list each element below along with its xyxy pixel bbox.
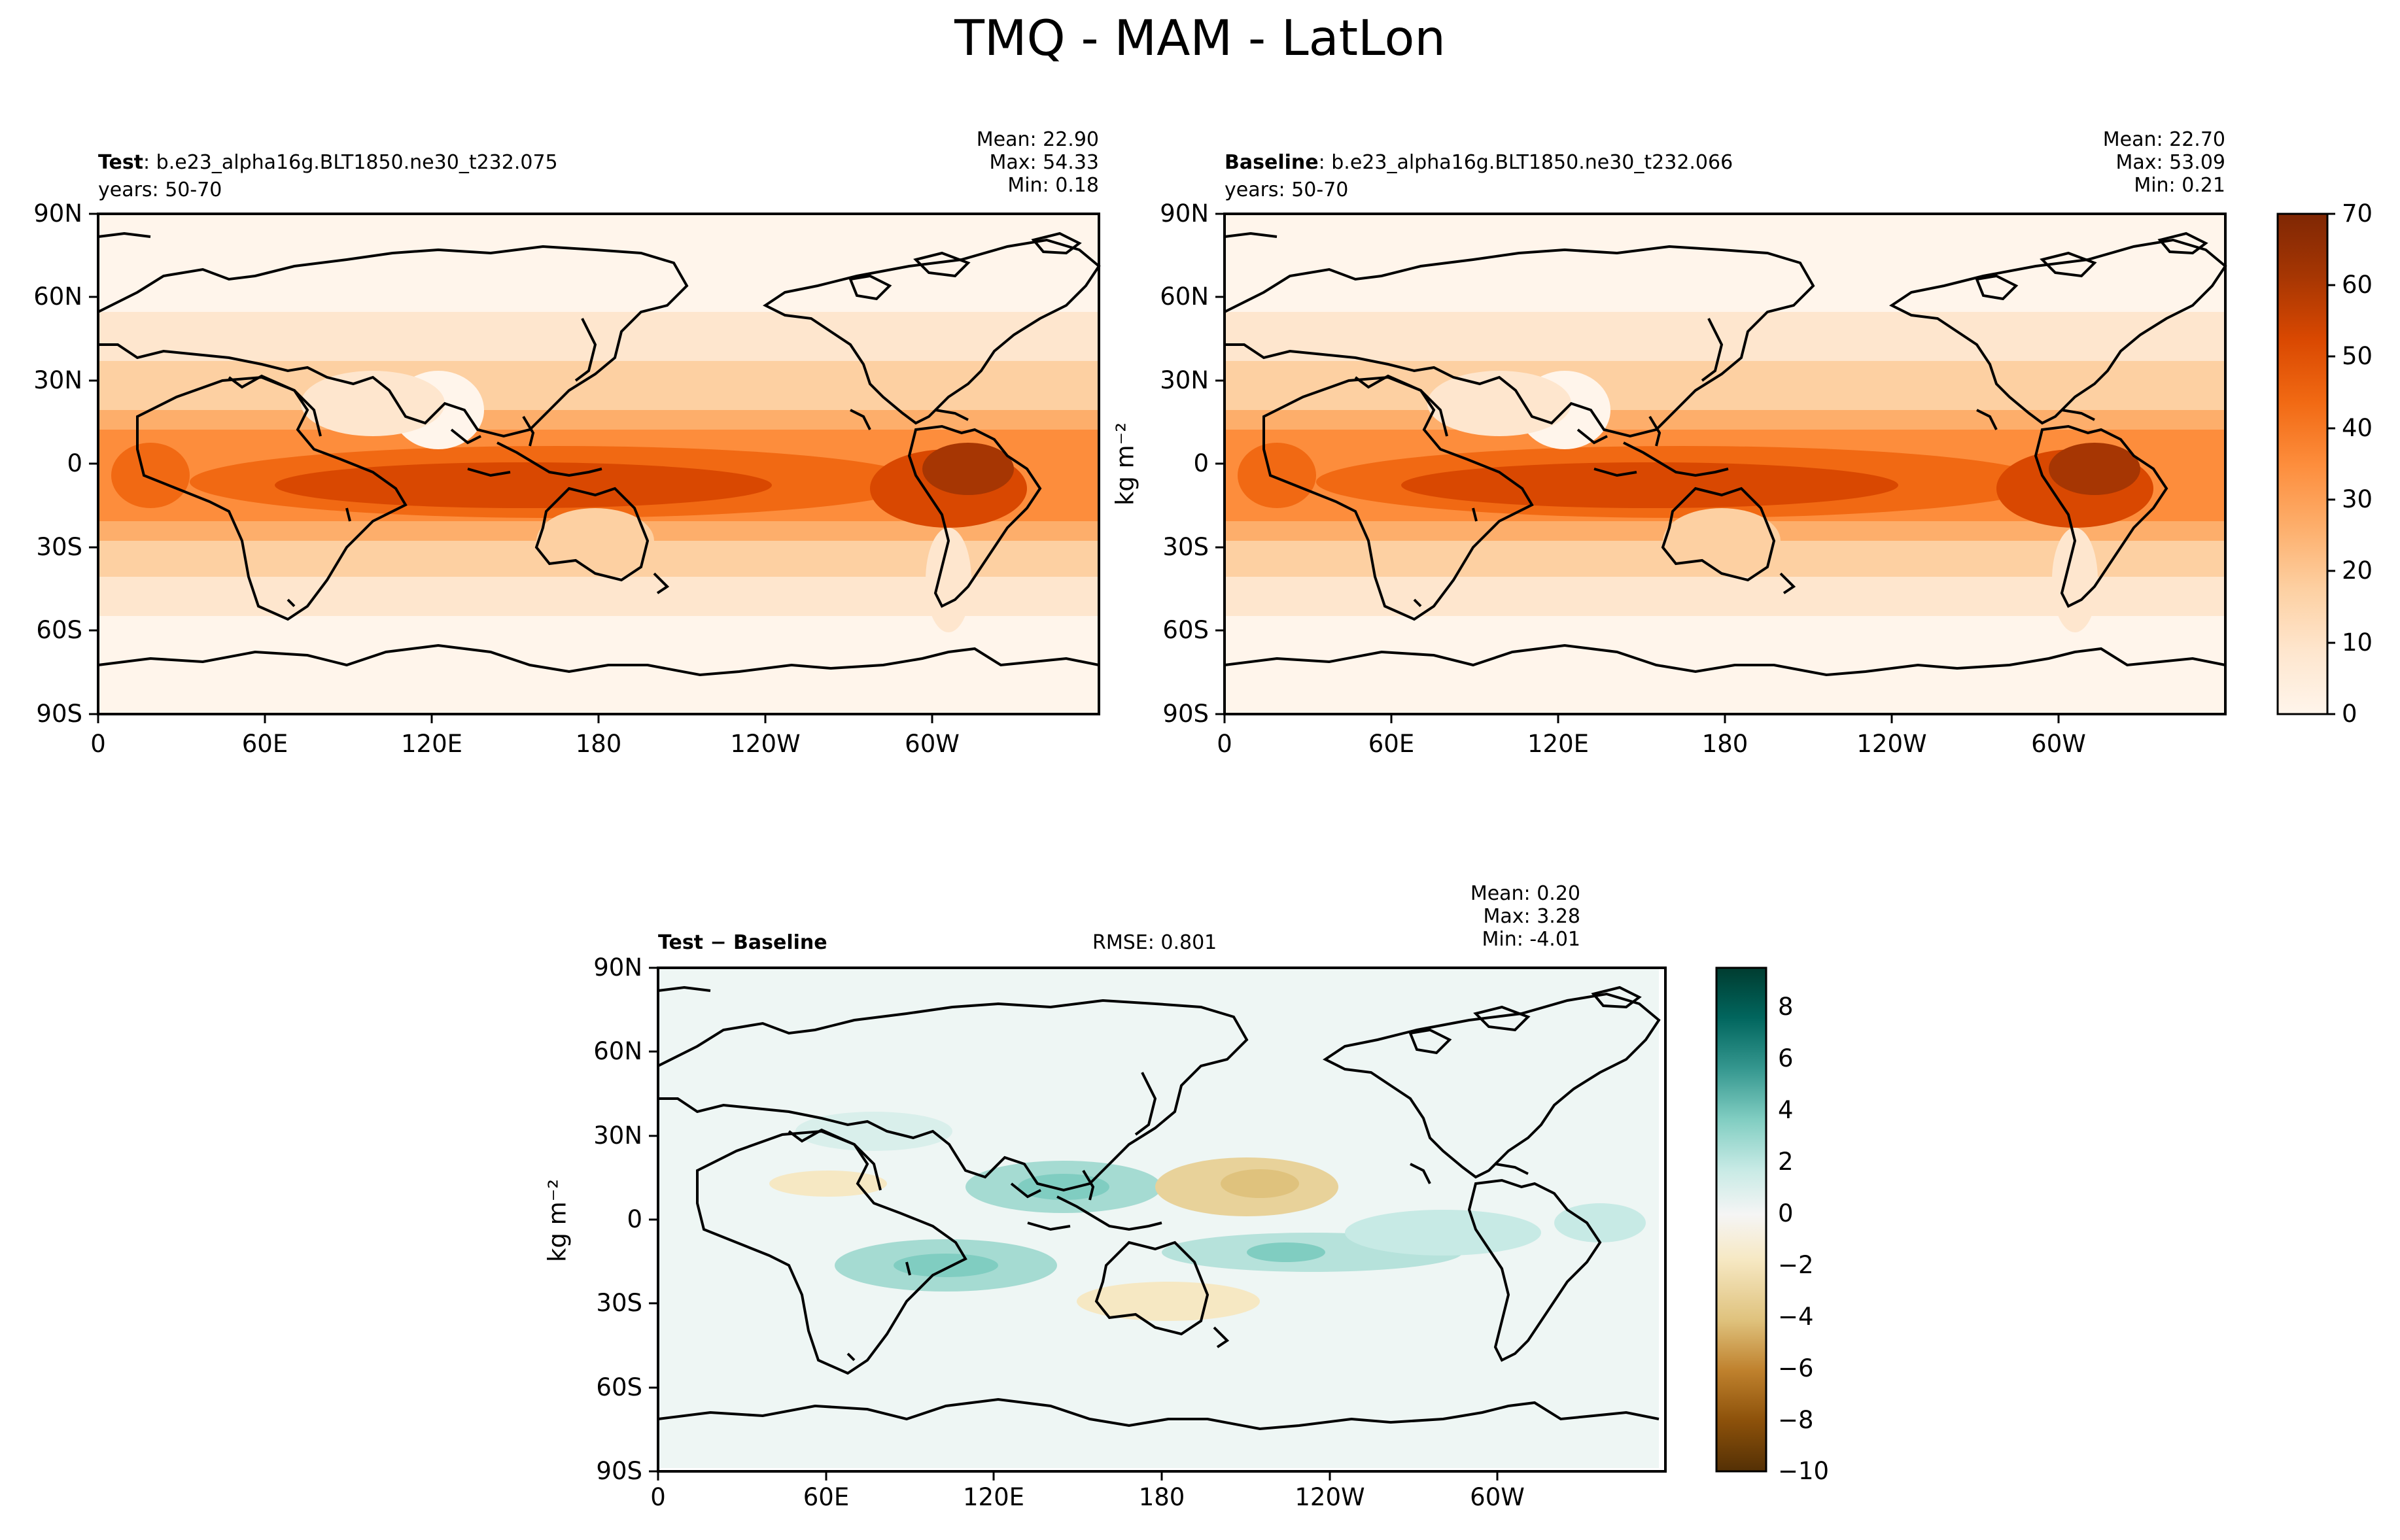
test-map — [97, 213, 1100, 715]
main-cbar-tick: 60 — [2342, 271, 2373, 299]
baseline-years: years: 50-70 — [1225, 179, 1349, 201]
baseline-lat-tick: 30N — [1160, 366, 1209, 394]
baseline-lon-tick: 120W — [1856, 730, 1927, 758]
test-stats: Mean: 22.90 Max: 54.33 Min: 0.18 — [837, 128, 1099, 197]
test-lon-tick: 60E — [241, 730, 288, 758]
diff-mean: Mean: 0.20 — [1470, 882, 1580, 905]
baseline-lat-tick: 0 — [1193, 449, 1209, 477]
diff-lon-tick: 0 — [650, 1483, 666, 1511]
test-max: Max: 54.33 — [989, 151, 1099, 174]
figure-title: TMQ - MAM - LatLon — [954, 9, 1446, 67]
diff-colorbar — [1715, 967, 1767, 1473]
baseline-lat-tick: 60S — [1162, 616, 1209, 644]
test-lat-tick: 60S — [36, 616, 82, 644]
main-cbar-tick: 70 — [2342, 199, 2373, 228]
baseline-min: Min: 0.21 — [2134, 174, 2225, 197]
diff-cbar-tick: −10 — [1778, 1457, 1830, 1485]
baseline-map — [1223, 213, 2227, 715]
baseline-stats: Mean: 22.70 Max: 53.09 Min: 0.21 — [1964, 128, 2225, 197]
baseline-max: Max: 53.09 — [2115, 151, 2225, 174]
diff-cbar-tick: 0 — [1778, 1199, 1794, 1227]
test-lon-tick: 60W — [905, 730, 960, 758]
diff-lon-tick: 120E — [963, 1483, 1024, 1511]
main-units-label: kg m⁻² — [1111, 422, 1139, 506]
axis-tick-marks — [89, 213, 2335, 1480]
diff-lat-tick: 60N — [593, 1037, 642, 1065]
baseline-lon-tick: 60E — [1368, 730, 1415, 758]
test-lat-tick: 90N — [33, 199, 82, 228]
test-lon-tick: 180 — [575, 730, 622, 758]
baseline-lat-tick: 30S — [1162, 533, 1209, 561]
baseline-lat-tick: 90S — [1162, 700, 1209, 728]
diff-label: Test − Baseline — [658, 931, 827, 954]
diff-lat-tick: 30S — [596, 1289, 642, 1317]
baseline-header: Baseline: b.e23_alpha16g.BLT1850.ne30_t2… — [1225, 151, 1733, 174]
diff-cbar-tick: 8 — [1778, 993, 1794, 1021]
diff-max: Max: 3.28 — [1483, 905, 1580, 928]
diff-cbar-tick: −8 — [1778, 1406, 1814, 1434]
test-min: Min: 0.18 — [1007, 174, 1099, 197]
main-cbar-tick: 20 — [2342, 556, 2373, 585]
diff-cbar-tick: −6 — [1778, 1354, 1814, 1382]
diff-lat-tick: 90S — [596, 1457, 642, 1485]
test-years: years: 50-70 — [98, 179, 222, 201]
test-lat-tick: 30N — [33, 366, 82, 394]
diff-map — [657, 967, 1667, 1473]
baseline-lon-tick: 180 — [1701, 730, 1748, 758]
diff-cbar-tick: 2 — [1778, 1148, 1794, 1176]
test-header: Test: b.e23_alpha16g.BLT1850.ne30_t232.0… — [98, 151, 558, 174]
diff-lon-tick: 180 — [1138, 1483, 1185, 1511]
baseline-label: Baseline — [1225, 151, 1319, 174]
diff-min: Min: -4.01 — [1482, 928, 1581, 951]
baseline-lon-tick: 60W — [2031, 730, 2086, 758]
test-lat-tick: 0 — [67, 449, 82, 477]
baseline-case-name: : b.e23_alpha16g.BLT1850.ne30_t232.066 — [1318, 151, 1733, 174]
diff-cbar-tick: −4 — [1778, 1303, 1814, 1331]
test-lon-tick: 0 — [90, 730, 106, 758]
diff-lat-tick: 90N — [593, 953, 642, 982]
diff-lat-tick: 30N — [593, 1121, 642, 1150]
main-colorbar — [2276, 213, 2329, 715]
diff-lat-tick: 60S — [596, 1373, 642, 1401]
main-cbar-tick: 0 — [2342, 700, 2357, 728]
diff-cbar-tick: 4 — [1778, 1096, 1794, 1124]
diff-lon-tick: 60W — [1470, 1483, 1525, 1511]
test-lat-tick: 90S — [36, 700, 82, 728]
baseline-lat-tick: 90N — [1160, 199, 1209, 228]
test-case-name: : b.e23_alpha16g.BLT1850.ne30_t232.075 — [143, 151, 558, 174]
test-lat-tick: 60N — [33, 282, 82, 311]
main-cbar-tick: 10 — [2342, 628, 2373, 657]
diff-units-label: kg m⁻² — [543, 1178, 572, 1263]
main-cbar-tick: 40 — [2342, 414, 2373, 442]
diff-lat-tick: 0 — [627, 1205, 642, 1233]
test-label: Test — [98, 151, 144, 174]
diff-cbar-tick: −2 — [1778, 1251, 1814, 1279]
diff-stats: Mean: 0.20 Max: 3.28 Min: -4.01 — [1319, 882, 1580, 951]
main-cbar-tick: 50 — [2342, 342, 2373, 370]
test-lon-tick: 120E — [401, 730, 462, 758]
baseline-lon-tick: 0 — [1217, 730, 1232, 758]
diff-cbar-tick: 6 — [1778, 1044, 1794, 1072]
baseline-lat-tick: 60N — [1160, 282, 1209, 311]
baseline-mean: Mean: 22.70 — [2102, 128, 2225, 151]
diff-lon-tick: 120W — [1295, 1483, 1365, 1511]
test-lon-tick: 120W — [730, 730, 801, 758]
diff-rmse: RMSE: 0.801 — [1092, 931, 1217, 954]
diff-lon-tick: 60E — [803, 1483, 850, 1511]
baseline-lon-tick: 120E — [1527, 730, 1589, 758]
main-cbar-tick: 30 — [2342, 485, 2373, 513]
test-mean: Mean: 22.90 — [976, 128, 1099, 151]
test-lat-tick: 30S — [36, 533, 82, 561]
